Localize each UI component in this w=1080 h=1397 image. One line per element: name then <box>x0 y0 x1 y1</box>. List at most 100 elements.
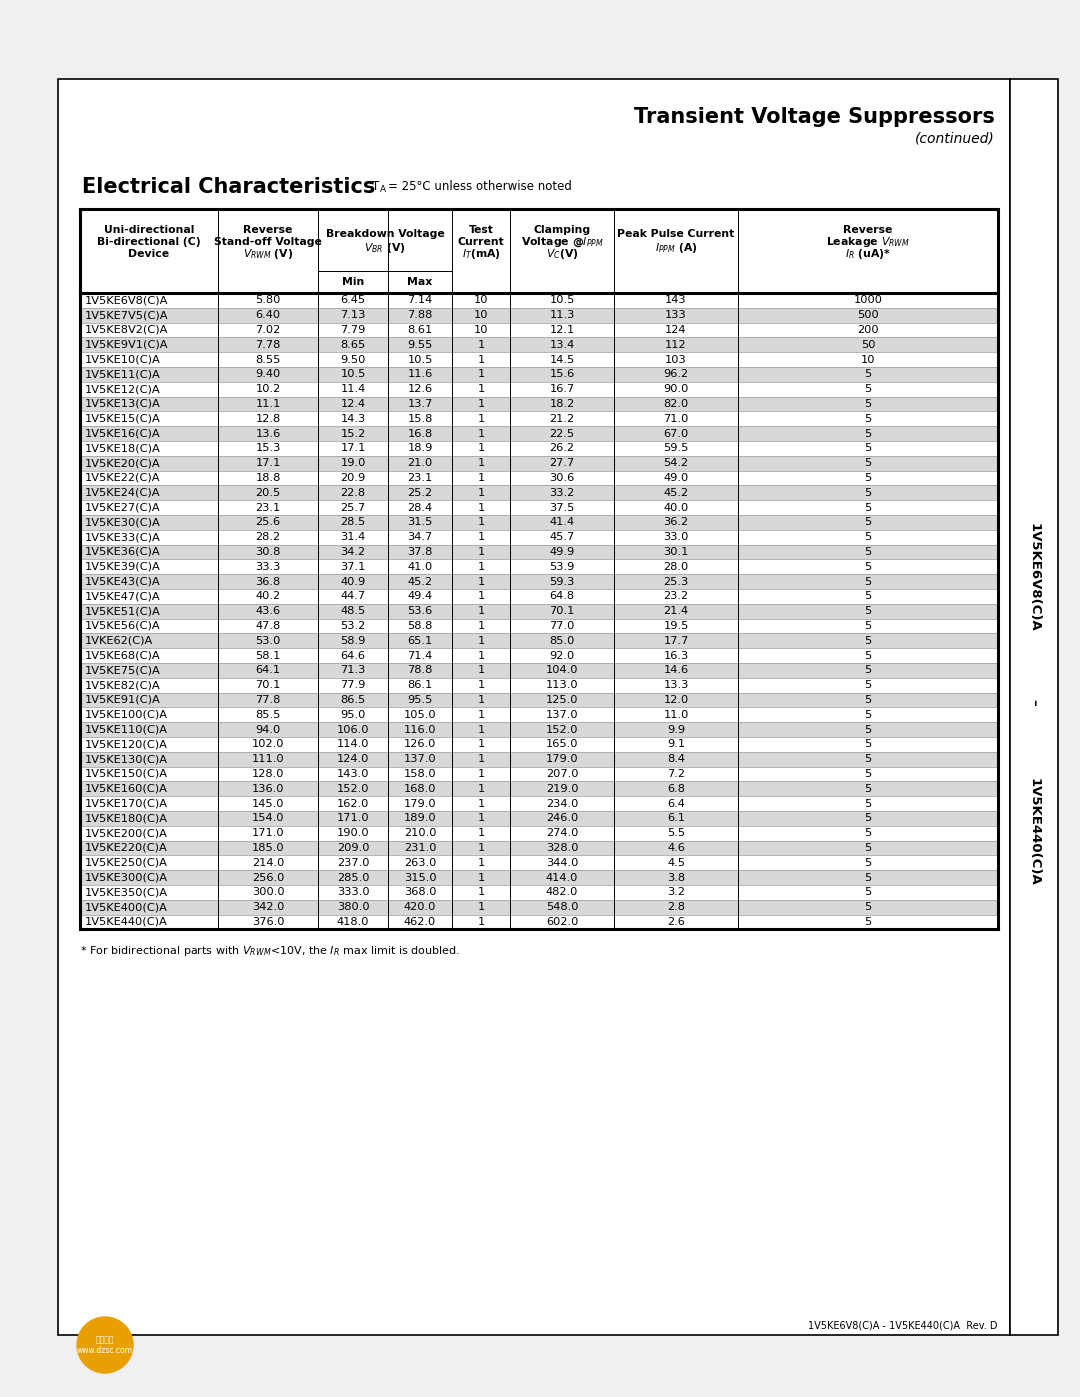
Text: 5: 5 <box>864 591 872 601</box>
Text: 285.0: 285.0 <box>337 873 369 883</box>
Text: 1V5KE440(C)A: 1V5KE440(C)A <box>1027 778 1040 886</box>
Text: 1: 1 <box>477 710 485 719</box>
Bar <box>80 529 998 545</box>
Text: 16.3: 16.3 <box>663 651 689 661</box>
Bar <box>80 722 998 738</box>
Text: 5: 5 <box>864 517 872 528</box>
Bar <box>80 841 998 855</box>
Text: 5.80: 5.80 <box>255 295 281 306</box>
Text: 15.3: 15.3 <box>255 443 281 454</box>
Text: 15.8: 15.8 <box>407 414 433 423</box>
Text: 50: 50 <box>861 339 875 349</box>
Text: 105.0: 105.0 <box>404 710 436 719</box>
Text: 1: 1 <box>477 651 485 661</box>
Text: 54.2: 54.2 <box>663 458 689 468</box>
Text: 37.8: 37.8 <box>407 548 433 557</box>
Text: 7.2: 7.2 <box>667 768 685 780</box>
Text: 30.8: 30.8 <box>255 548 281 557</box>
Text: 58.9: 58.9 <box>340 636 366 645</box>
Text: 1: 1 <box>477 768 485 780</box>
Text: 22.5: 22.5 <box>550 429 575 439</box>
Text: 128.0: 128.0 <box>252 768 284 780</box>
Text: 45.2: 45.2 <box>663 488 689 497</box>
Text: 14.5: 14.5 <box>550 355 575 365</box>
Text: 9.1: 9.1 <box>667 739 685 749</box>
Text: 65.1: 65.1 <box>407 636 433 645</box>
Text: 1V5KE22(C)A: 1V5KE22(C)A <box>85 474 161 483</box>
Bar <box>80 441 998 455</box>
Text: 1V5KE82(C)A: 1V5KE82(C)A <box>85 680 161 690</box>
Text: 103: 103 <box>665 355 687 365</box>
Text: 1V5KE100(C)A: 1V5KE100(C)A <box>85 710 168 719</box>
Text: 154.0: 154.0 <box>252 813 284 823</box>
Text: 78.8: 78.8 <box>407 665 433 675</box>
Text: 5: 5 <box>864 488 872 497</box>
Bar <box>80 307 998 323</box>
Text: 1V5KE160(C)A: 1V5KE160(C)A <box>85 784 167 793</box>
Text: 1V5KE120(C)A: 1V5KE120(C)A <box>85 739 167 749</box>
Text: 13.7: 13.7 <box>407 400 433 409</box>
Text: 342.0: 342.0 <box>252 902 284 912</box>
Text: 1V5KE300(C)A: 1V5KE300(C)A <box>85 873 168 883</box>
Text: 7.79: 7.79 <box>340 326 366 335</box>
Text: 179.0: 179.0 <box>404 799 436 809</box>
Text: 1: 1 <box>477 916 485 928</box>
Text: 5: 5 <box>864 577 872 587</box>
Text: 1: 1 <box>477 488 485 497</box>
Text: 2.8: 2.8 <box>667 902 685 912</box>
Text: 17.7: 17.7 <box>663 636 689 645</box>
Text: 162.0: 162.0 <box>337 799 369 809</box>
Text: 1V5KE150(C)A: 1V5KE150(C)A <box>85 768 168 780</box>
Text: 1: 1 <box>477 577 485 587</box>
Text: 5: 5 <box>864 858 872 868</box>
Text: 1V5KE30(C)A: 1V5KE30(C)A <box>85 517 161 528</box>
Text: 1: 1 <box>477 532 485 542</box>
Bar <box>80 574 998 590</box>
Text: 34.2: 34.2 <box>340 548 365 557</box>
Text: 18.2: 18.2 <box>550 400 575 409</box>
Bar <box>80 781 998 796</box>
Text: 1V5KE36(C)A: 1V5KE36(C)A <box>85 548 161 557</box>
Bar <box>80 426 998 441</box>
Text: 5: 5 <box>864 562 872 571</box>
Text: 1: 1 <box>477 369 485 380</box>
Bar <box>80 293 998 307</box>
Text: 1V5KE91(C)A: 1V5KE91(C)A <box>85 694 161 705</box>
Text: 5: 5 <box>864 443 872 454</box>
Text: 380.0: 380.0 <box>337 902 369 912</box>
Text: 219.0: 219.0 <box>545 784 578 793</box>
Text: 1: 1 <box>477 828 485 838</box>
Text: 71.0: 71.0 <box>663 414 689 423</box>
Text: 190.0: 190.0 <box>337 828 369 838</box>
Text: 14.6: 14.6 <box>663 665 689 675</box>
Bar <box>80 752 998 767</box>
Text: 1V5KE16(C)A: 1V5KE16(C)A <box>85 429 161 439</box>
Text: 4.5: 4.5 <box>667 858 685 868</box>
Text: 5: 5 <box>864 739 872 749</box>
Text: 1V5KE170(C)A: 1V5KE170(C)A <box>85 799 168 809</box>
Text: 126.0: 126.0 <box>404 739 436 749</box>
Text: 5: 5 <box>864 414 872 423</box>
Text: 5: 5 <box>864 606 872 616</box>
Text: 18.8: 18.8 <box>255 474 281 483</box>
Text: 1: 1 <box>477 622 485 631</box>
Text: 1: 1 <box>477 813 485 823</box>
Text: 185.0: 185.0 <box>252 842 284 854</box>
Bar <box>80 619 998 633</box>
Text: 1: 1 <box>477 503 485 513</box>
Text: 5: 5 <box>864 665 872 675</box>
Text: 5: 5 <box>864 548 872 557</box>
Text: 40.0: 40.0 <box>663 503 689 513</box>
Text: 5: 5 <box>864 710 872 719</box>
Text: 95.0: 95.0 <box>340 710 366 719</box>
Text: 3.2: 3.2 <box>667 887 685 897</box>
Text: 1: 1 <box>477 400 485 409</box>
Text: 6.8: 6.8 <box>667 784 685 793</box>
Text: 104.0: 104.0 <box>545 665 578 675</box>
Text: 48.5: 48.5 <box>340 606 366 616</box>
Text: 77.8: 77.8 <box>255 694 281 705</box>
Text: 1: 1 <box>477 591 485 601</box>
Text: 5: 5 <box>864 902 872 912</box>
Text: 1: 1 <box>477 474 485 483</box>
Text: 31.4: 31.4 <box>340 532 366 542</box>
